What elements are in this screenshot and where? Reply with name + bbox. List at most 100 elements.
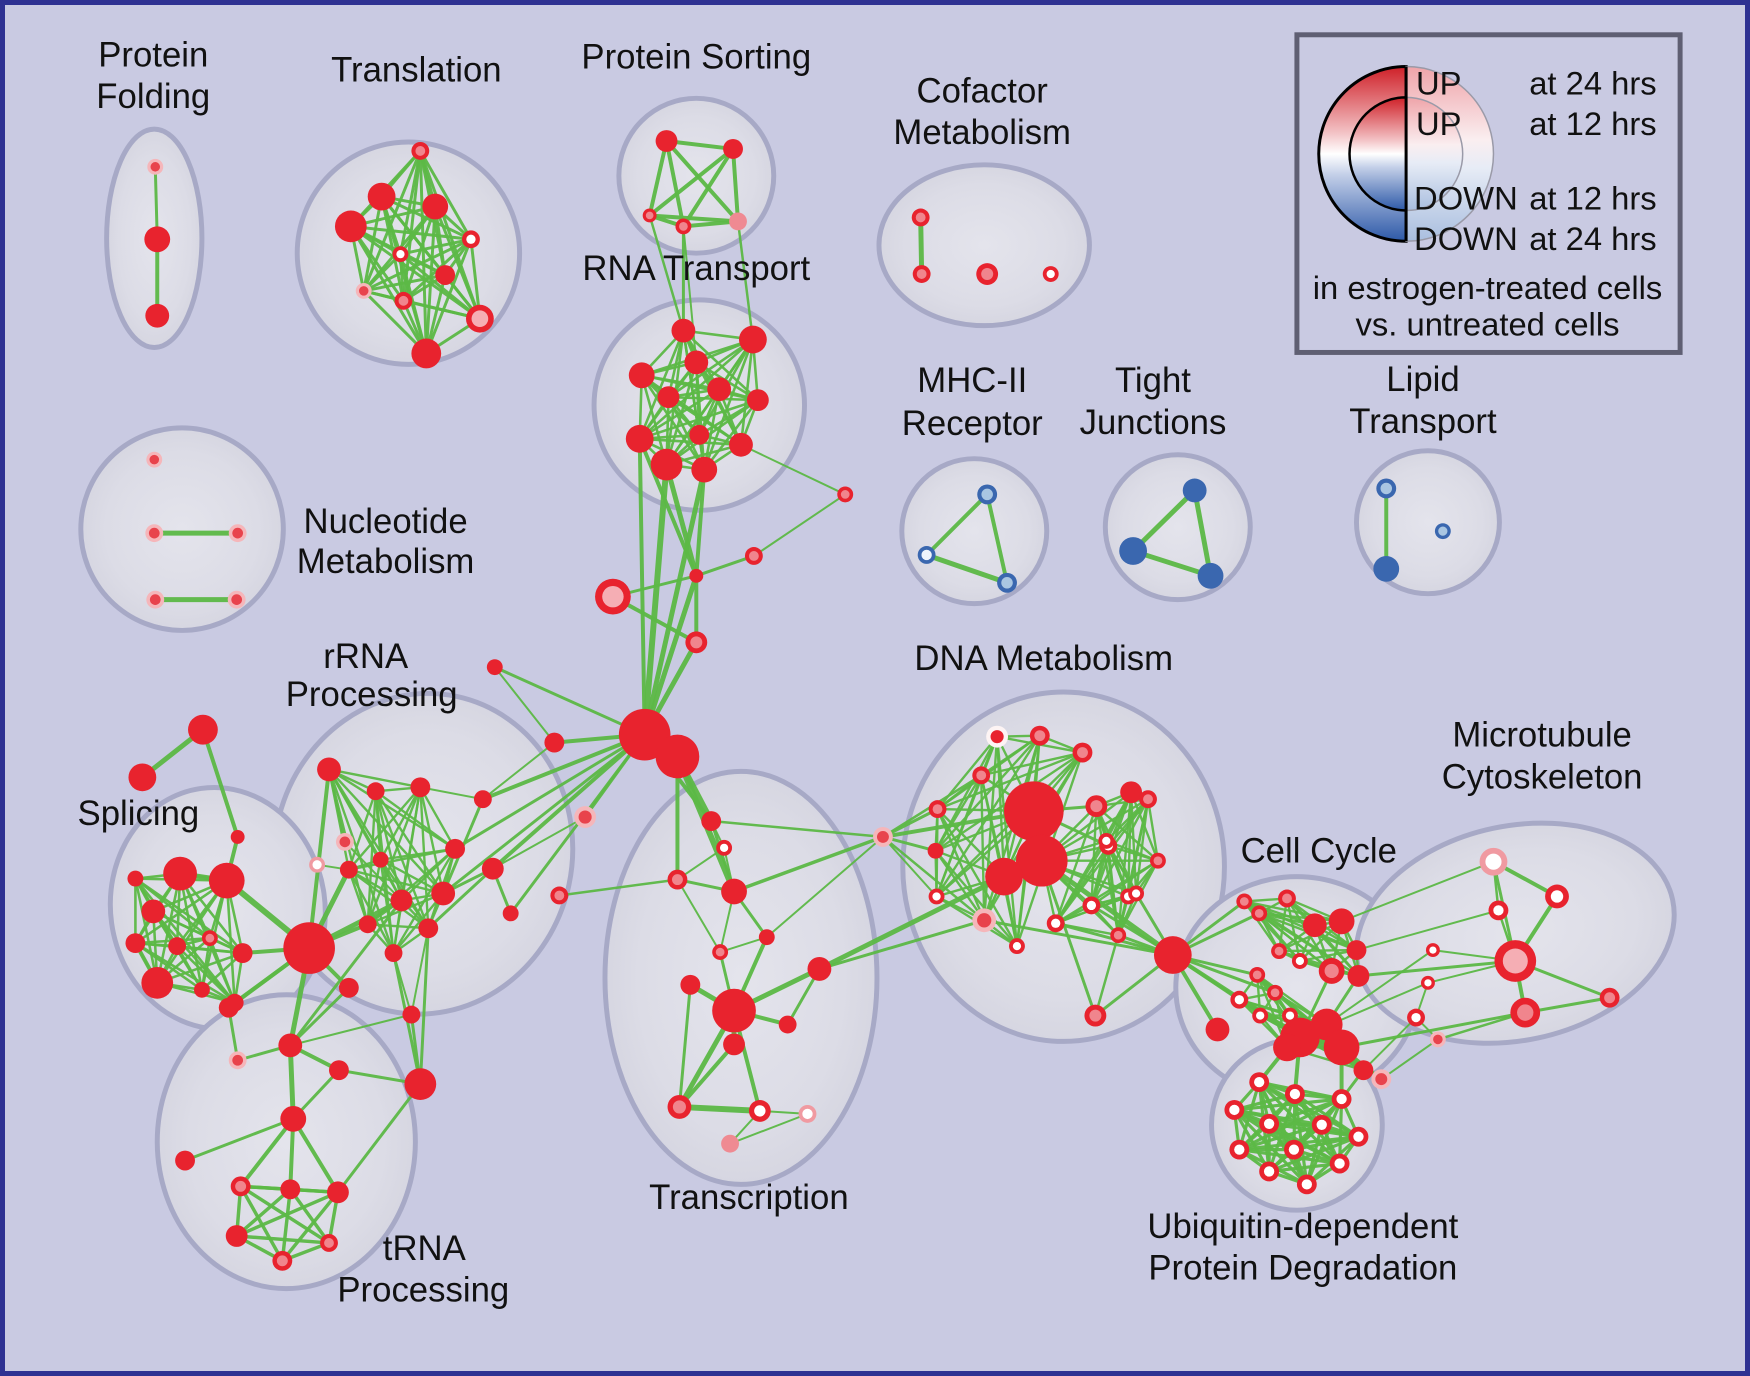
network-node — [418, 918, 439, 939]
network-node — [1119, 537, 1148, 565]
network-node — [327, 1181, 349, 1204]
network-edge — [418, 926, 430, 1086]
network-node-center — [1270, 988, 1280, 998]
network-edge — [1054, 804, 1098, 925]
legend-row-label: UP — [1416, 105, 1462, 142]
network-edge — [1325, 949, 1434, 1026]
network-node-center — [148, 527, 160, 539]
network-node-center — [977, 913, 992, 928]
network-edge — [752, 493, 847, 557]
network-node-center — [690, 636, 703, 649]
network-edge — [1130, 487, 1198, 554]
network-node-center — [932, 804, 943, 815]
network-edge — [280, 1187, 293, 1263]
network-edge — [638, 329, 685, 441]
network-edge — [1267, 1161, 1342, 1174]
cluster-label-protein-folding: Protein — [98, 37, 208, 75]
network-node — [328, 1060, 349, 1081]
network-edge — [288, 898, 403, 1047]
network-node — [283, 922, 335, 974]
network-node — [650, 448, 683, 481]
network-edge — [1356, 959, 1517, 978]
network-edge — [664, 139, 736, 151]
network-edge — [1232, 1097, 1344, 1112]
cluster-label-nucleotide-metabolism: Nucleotide — [304, 503, 468, 541]
network-edge — [280, 1190, 340, 1263]
legend-row-label: UP — [1416, 64, 1462, 101]
network-edge — [347, 868, 369, 926]
network-edge — [410, 927, 430, 1016]
network-node — [435, 265, 456, 285]
network-node — [1153, 936, 1192, 974]
network-node-center — [554, 890, 565, 901]
network-node — [188, 714, 218, 745]
network-edge — [881, 835, 986, 922]
cluster-label-dna-metabolism: DNA Metabolism — [914, 640, 1173, 678]
network-edge — [134, 877, 244, 955]
network-edge — [1340, 860, 1495, 923]
network-edge — [694, 554, 756, 578]
network-edge — [234, 1234, 331, 1245]
network-node — [230, 829, 245, 844]
network-node — [141, 966, 174, 999]
network-node — [280, 1179, 301, 1200]
network-node-center — [1433, 1034, 1443, 1045]
network-edge — [1237, 1123, 1324, 1152]
network-node-center — [981, 268, 994, 281]
network-edge — [934, 774, 983, 852]
network-edge — [667, 338, 755, 399]
cluster-label-tight-junctions: Tight — [1115, 362, 1191, 400]
network-node-center — [672, 1100, 686, 1114]
network-edge — [664, 139, 740, 224]
network-edge — [200, 727, 240, 839]
network-edge — [1094, 933, 1120, 1017]
network-node-center — [1254, 1076, 1265, 1088]
network-node — [544, 732, 565, 753]
network-node — [144, 226, 171, 253]
network-edge — [347, 786, 422, 871]
network-edge — [134, 877, 159, 985]
network-node — [486, 659, 503, 676]
network-node — [689, 424, 710, 445]
network-node — [338, 977, 359, 998]
network-node — [1197, 562, 1224, 589]
network-edge — [1090, 797, 1150, 907]
network-node-center — [1295, 956, 1305, 966]
network-edge — [637, 436, 647, 737]
network-node — [422, 193, 449, 220]
network-node-center — [916, 269, 927, 279]
network-node — [778, 1015, 797, 1034]
network-node-center — [578, 810, 592, 824]
network-edge — [1380, 1038, 1439, 1081]
network-node-center — [1113, 930, 1123, 940]
network-node-center — [358, 286, 369, 296]
network-node-center — [276, 1255, 288, 1267]
network-node-center — [1316, 1119, 1327, 1130]
network-edge — [677, 1042, 737, 1109]
network-edge — [702, 387, 721, 471]
network-node — [927, 842, 944, 859]
network-node — [671, 318, 696, 343]
network-node-center — [1234, 995, 1244, 1005]
network-edge — [366, 858, 382, 926]
cluster-label-rrna-processing: Processing — [286, 676, 458, 714]
network-node — [1120, 781, 1143, 804]
network-edge — [238, 1116, 296, 1189]
network-node — [141, 899, 166, 924]
network-node-center — [1411, 1012, 1421, 1023]
cluster-label-transcription: Transcription — [649, 1179, 848, 1217]
network-node-center — [398, 295, 409, 306]
network-edge — [1117, 797, 1150, 937]
network-node — [502, 905, 519, 922]
network-edge — [719, 936, 768, 954]
network-edge — [1243, 900, 1281, 953]
network-edge — [676, 1103, 763, 1114]
network-node — [1205, 1017, 1230, 1042]
network-edge — [1039, 858, 1176, 958]
network-edge — [419, 786, 457, 851]
network-node — [1015, 834, 1068, 887]
network-edge — [1054, 797, 1150, 925]
cluster-label-cofactor-metabolism: Metabolism — [893, 114, 1071, 152]
network-edge — [336, 1082, 422, 1194]
network-node-center — [1301, 1179, 1313, 1190]
